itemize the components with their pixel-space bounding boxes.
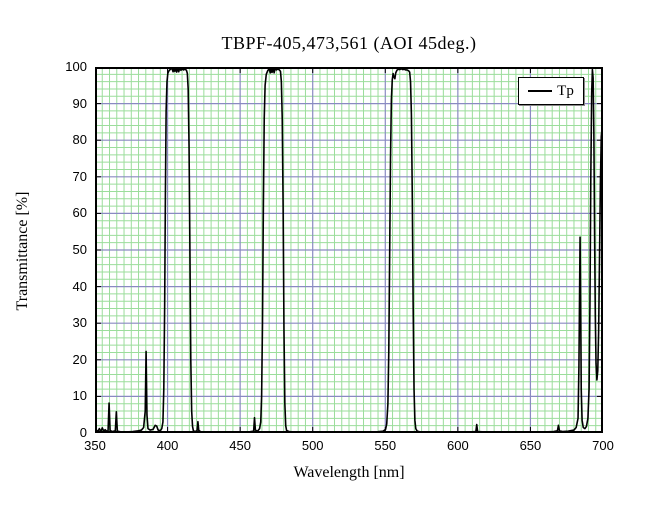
- y-tick-label: 20: [72, 351, 87, 367]
- x-tick-label: 350: [84, 438, 106, 453]
- plot-border: [95, 67, 603, 433]
- x-axis-title: Wavelength [nm]: [293, 464, 405, 481]
- y-tick-label: 40: [72, 278, 87, 294]
- x-tick-label: 450: [229, 438, 251, 453]
- legend-label: Tp: [557, 82, 574, 99]
- y-tick-label: 0: [79, 425, 87, 440]
- y-tick-label: 90: [72, 95, 87, 111]
- y-tick-label: 50: [72, 242, 87, 257]
- y-tick-label: 30: [72, 315, 87, 331]
- legend-line-sample: [528, 90, 553, 92]
- y-tick-label: 10: [72, 388, 87, 404]
- x-tick-label: 500: [301, 438, 324, 453]
- x-tick-label: 600: [446, 438, 469, 453]
- y-axis-title: Transmittance [%]: [14, 191, 31, 311]
- chart-title: TBPF-405,473,561 (AOI 45deg.): [221, 33, 477, 53]
- x-tick-label: 550: [374, 438, 397, 453]
- legend: Tp: [518, 77, 584, 105]
- y-tick-label: 70: [72, 168, 87, 184]
- plot-area: [95, 67, 603, 433]
- y-tick-label: 100: [65, 59, 87, 74]
- y-tick-label: 60: [72, 205, 87, 221]
- x-tick-label: 700: [592, 438, 614, 453]
- y-tick-label: 80: [72, 132, 87, 148]
- x-tick-label: 650: [519, 438, 542, 453]
- x-tick-label: 400: [156, 438, 179, 453]
